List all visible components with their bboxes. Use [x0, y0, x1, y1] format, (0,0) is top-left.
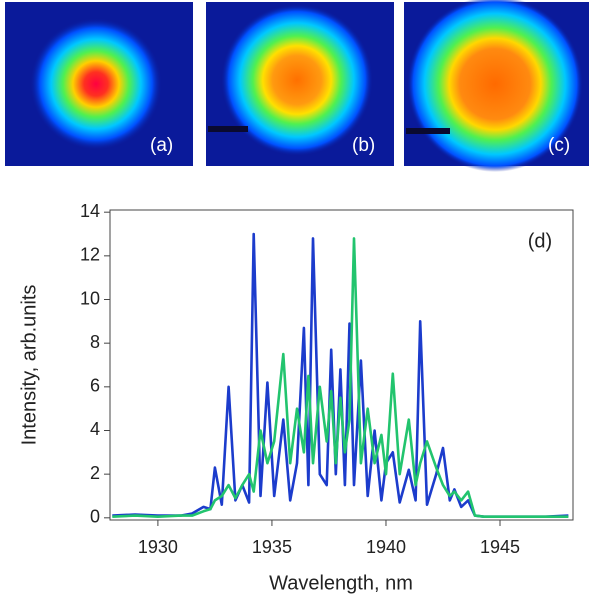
panel-label: (a)	[150, 135, 173, 156]
y-tick-label: 0	[90, 507, 100, 527]
x-tick-label: 1935	[252, 537, 292, 557]
y-tick-label: 8	[90, 332, 100, 352]
y-tick-label: 14	[80, 201, 100, 221]
panel-label: (b)	[352, 135, 375, 156]
plot-frame	[109, 209, 574, 521]
y-axis-title: Intensity, arb.units	[18, 285, 40, 446]
x-tick-label: 1945	[480, 537, 520, 557]
y-tick-label: 2	[90, 463, 100, 483]
x-tick-label: 1940	[366, 537, 406, 557]
beam-image-b: (b)	[206, 2, 394, 166]
beam-image-c: (c)	[404, 0, 589, 172]
chart: (d) Wavelength, nm Intensity, arb.units …	[18, 201, 574, 594]
y-tick-label: 10	[80, 288, 100, 308]
series-line	[112, 237, 569, 518]
x-tick-label: 1930	[138, 537, 178, 557]
beam-image-a: (a)	[5, 2, 193, 166]
annotation: (d)	[528, 230, 552, 252]
y-tick-label: 6	[90, 376, 100, 396]
series-line	[112, 232, 569, 518]
y-tick-label: 12	[80, 245, 100, 265]
y-tick-label: 4	[90, 419, 100, 439]
panel-label: (c)	[548, 135, 570, 156]
x-axis-title: Wavelength, nm	[269, 572, 413, 594]
